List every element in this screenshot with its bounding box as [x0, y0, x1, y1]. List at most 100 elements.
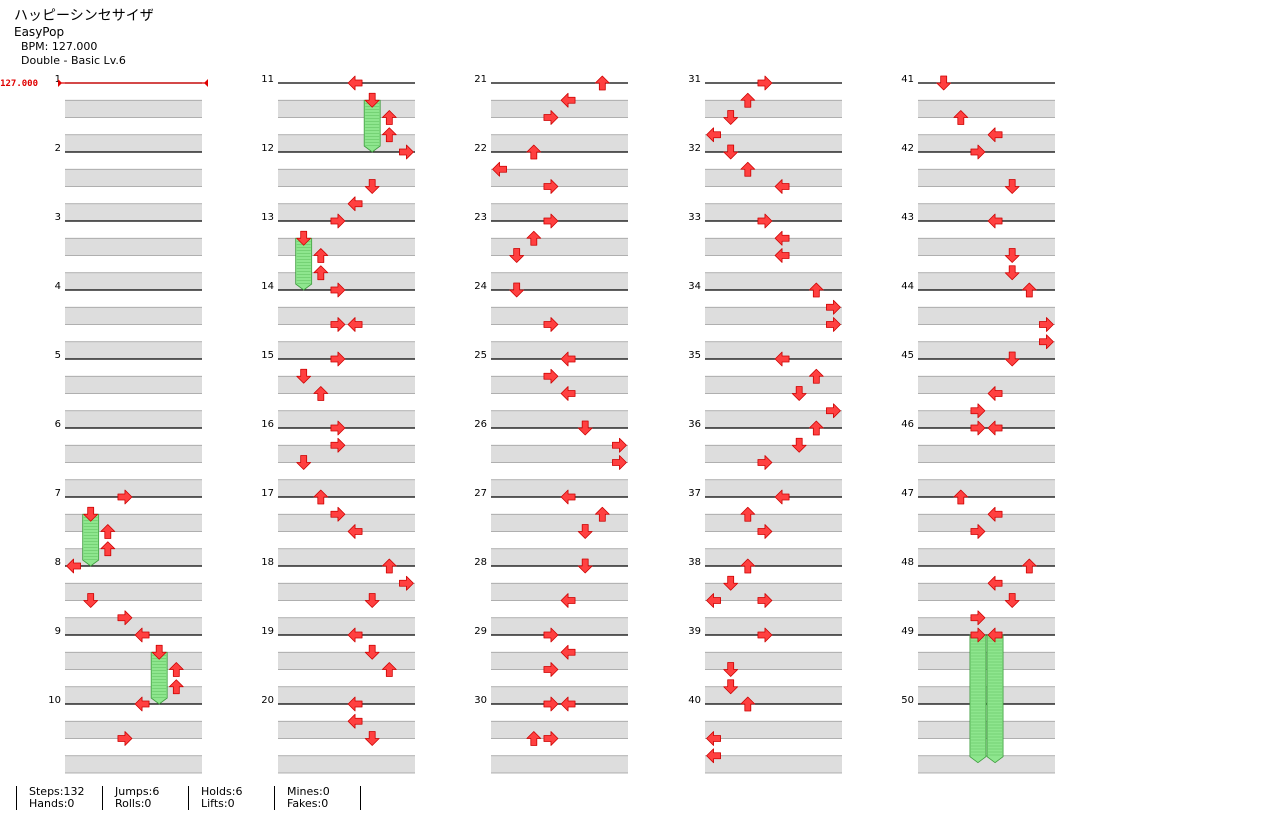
- stat-cell: Holds:6 Lifts:0: [188, 786, 242, 810]
- step-arrow: [970, 524, 986, 539]
- beat-band: [278, 134, 415, 152]
- step-arrow: [492, 161, 507, 177]
- beat-band: [705, 617, 842, 635]
- measure-number: 48: [901, 557, 914, 568]
- step-arrow: [970, 403, 986, 419]
- measure-number: 46: [901, 419, 914, 430]
- beat-band: [491, 272, 628, 290]
- measure-number: 21: [474, 74, 487, 85]
- step-arrow: [526, 230, 542, 246]
- step-arrow: [723, 679, 739, 695]
- beat-band: [65, 100, 202, 118]
- beat-band: [65, 307, 202, 325]
- beat-band: [705, 376, 842, 394]
- step-arrow: [594, 506, 610, 522]
- beat-band: [65, 721, 202, 739]
- beat-band: [278, 514, 415, 532]
- step-arrow: [1021, 558, 1037, 574]
- stat-divider: [360, 786, 361, 810]
- beat-band: [65, 479, 202, 497]
- beat-band: [278, 548, 415, 566]
- beat-band: [65, 169, 202, 187]
- step-arrow: [381, 662, 397, 677]
- beat-band: [278, 203, 415, 221]
- beat-band: [705, 755, 842, 773]
- step-arrow: [706, 748, 721, 764]
- step-arrow: [1004, 179, 1020, 194]
- hold-body: [363, 99, 381, 153]
- step-arrow: [723, 144, 739, 160]
- beat-band: [65, 686, 202, 704]
- hold-body: [150, 651, 168, 705]
- beat-band: [491, 514, 628, 532]
- measure-number: 33: [688, 212, 701, 223]
- measure-number: 19: [261, 626, 274, 637]
- step-arrow: [543, 179, 559, 194]
- step-arrow: [313, 265, 329, 281]
- step-arrow: [117, 731, 133, 746]
- step-arrow: [1004, 351, 1020, 367]
- step-arrow: [577, 558, 593, 574]
- measure-labels: 1234567891011121314151617181920212223242…: [48, 74, 914, 706]
- difficulty-label: Double - Basic Lv.6: [21, 54, 126, 67]
- measure-number: 35: [688, 350, 701, 361]
- beat-band: [491, 445, 628, 463]
- bpm-tick-left: [58, 79, 62, 87]
- beat-band: [491, 479, 628, 497]
- beat-band: [705, 134, 842, 152]
- measure-number: 13: [261, 212, 274, 223]
- beat-band: [491, 652, 628, 670]
- step-arrow: [399, 144, 414, 160]
- step-arrow: [740, 696, 756, 712]
- measure-number: 11: [261, 74, 274, 85]
- step-arrow: [723, 662, 739, 677]
- beat-band: [705, 445, 842, 463]
- beat-band: [705, 203, 842, 221]
- step-arrow: [347, 75, 363, 91]
- step-arrow: [313, 248, 329, 263]
- beat-band: [918, 134, 1055, 152]
- beat-band: [65, 548, 202, 566]
- measure-number: 32: [688, 143, 701, 154]
- step-arrow: [347, 627, 363, 643]
- step-arrow: [757, 593, 773, 608]
- bpm-label: BPM: 127.000: [21, 40, 98, 53]
- step-chart: 1234567891011121314151617181920212223242…: [0, 74, 1055, 774]
- beat-band: [65, 134, 202, 152]
- measure-number: 4: [55, 281, 61, 292]
- beat-band: [705, 307, 842, 325]
- measure-number: 45: [901, 350, 914, 361]
- measure-number: 37: [688, 488, 701, 499]
- measure-number: 20: [261, 695, 274, 706]
- measure-number: 30: [474, 695, 487, 706]
- step-arrow: [774, 489, 790, 505]
- step-arrow: [347, 524, 363, 539]
- step-arrow: [970, 420, 986, 436]
- measure-number: 9: [55, 626, 61, 637]
- rolls-count: Rolls:0: [115, 797, 152, 810]
- step-arrow: [808, 420, 824, 436]
- step-arrow: [826, 403, 841, 419]
- measure-number: 26: [474, 419, 487, 430]
- beat-band: [918, 652, 1055, 670]
- beat-band: [705, 721, 842, 739]
- step-arrow: [347, 196, 363, 212]
- step-arrow: [560, 386, 576, 401]
- step-arrow: [757, 75, 773, 91]
- measure-number: 36: [688, 419, 701, 430]
- measure-number: 1: [55, 74, 61, 85]
- measure-number: 12: [261, 143, 274, 154]
- beat-band: [918, 721, 1055, 739]
- measure-number: 24: [474, 281, 487, 292]
- hold-body: [295, 237, 313, 291]
- stat-cell: Mines:0 Fakes:0: [274, 786, 330, 810]
- beat-band: [65, 341, 202, 359]
- step-arrow: [723, 110, 739, 125]
- step-arrow: [347, 696, 363, 712]
- beat-band: [705, 272, 842, 290]
- beat-band: [65, 203, 202, 221]
- step-arrow: [100, 541, 116, 557]
- measure-number: 40: [688, 695, 701, 706]
- beat-band: [65, 445, 202, 463]
- beat-band: [65, 238, 202, 256]
